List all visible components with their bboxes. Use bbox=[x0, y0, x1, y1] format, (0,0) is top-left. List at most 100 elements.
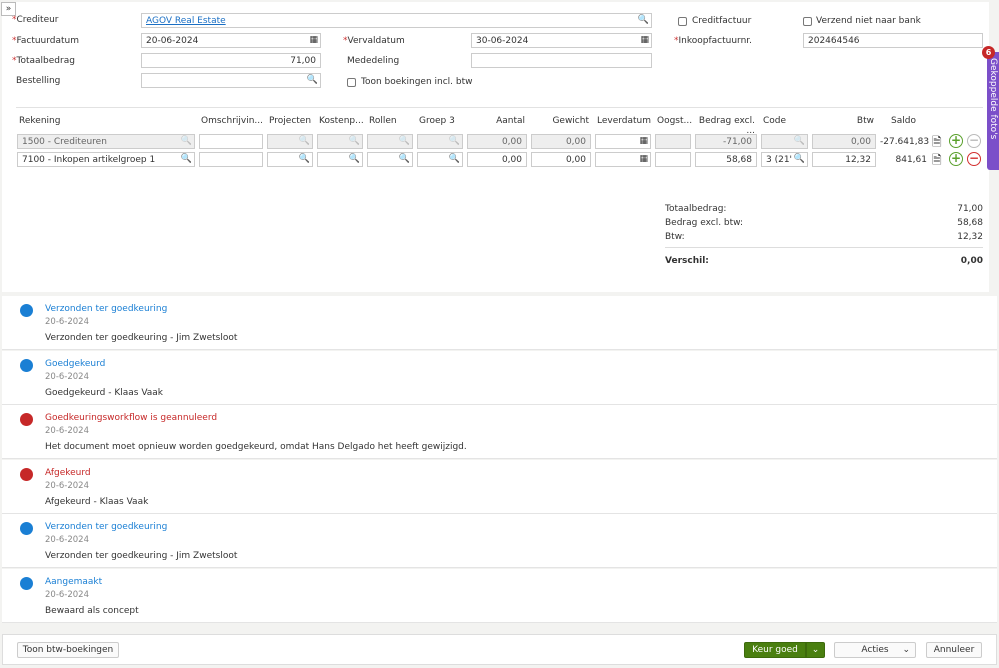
cell-aantal[interactable]: 0,00 bbox=[467, 152, 527, 167]
cell-value: -71,00 bbox=[722, 137, 752, 147]
column-header[interactable]: Gewicht bbox=[552, 116, 589, 126]
lookup-icon[interactable]: 🔍 bbox=[448, 136, 460, 146]
lookup-icon[interactable]: 🔍 bbox=[398, 154, 410, 164]
annuleer-button[interactable]: Annuleer bbox=[926, 642, 982, 658]
acties-button[interactable]: Acties ⌄ bbox=[834, 642, 916, 658]
lookup-icon[interactable]: 🔍 bbox=[180, 154, 192, 164]
column-header[interactable]: Omschrijvin... bbox=[201, 116, 264, 126]
crediteur-link[interactable]: AGOV Real Estate bbox=[146, 16, 226, 26]
lookup-icon[interactable]: 🔍 bbox=[180, 136, 192, 146]
column-header[interactable]: Aantal bbox=[496, 116, 525, 126]
lookup-icon[interactable]: 🔍 bbox=[348, 136, 360, 146]
cell-groep-3[interactable]: 🔍 bbox=[417, 134, 463, 149]
cell-rekening[interactable]: 7100 - Inkopen artikelgroep 1 🔍 bbox=[17, 152, 195, 167]
cell-aantal[interactable]: 0,00 bbox=[467, 134, 527, 149]
column-header[interactable]: Leverdatum bbox=[597, 116, 652, 126]
column-header[interactable]: Kostenp... bbox=[319, 116, 364, 126]
verzend-label: Verzend niet naar bank bbox=[816, 16, 921, 26]
lookup-icon[interactable]: 🔍 bbox=[306, 75, 318, 85]
timeline-date: 20-6-2024 bbox=[45, 535, 89, 545]
verschil-label: Verschil: bbox=[665, 256, 709, 266]
cell-rollen[interactable]: 🔍 bbox=[367, 134, 413, 149]
cell-oogst-[interactable] bbox=[655, 134, 691, 149]
lookup-icon[interactable]: 🔍 bbox=[448, 154, 460, 164]
timeline-title[interactable]: Verzonden ter goedkeuring bbox=[45, 522, 168, 532]
timeline-title[interactable]: Verzonden ter goedkeuring bbox=[45, 304, 168, 314]
lookup-icon[interactable]: 🔍 bbox=[793, 154, 805, 164]
add-row-icon[interactable]: + bbox=[949, 133, 963, 148]
document-icon[interactable]: 🗎 bbox=[932, 135, 942, 149]
cell-projecten[interactable]: 🔍 bbox=[267, 152, 313, 167]
column-header[interactable]: Oogst... bbox=[657, 116, 693, 126]
calendar-icon[interactable]: ▦ bbox=[640, 35, 649, 45]
crediteur-field[interactable]: AGOV Real Estate 🔍 bbox=[141, 13, 652, 28]
lookup-icon[interactable]: 🔍 bbox=[298, 136, 310, 146]
cell-rollen[interactable]: 🔍 bbox=[367, 152, 413, 167]
inkoopfactuurnr-field[interactable]: 202464546 bbox=[803, 33, 983, 48]
cell-oogst-[interactable] bbox=[655, 152, 691, 167]
column-header[interactable]: Bedrag excl. ... bbox=[698, 116, 755, 136]
cell-leverdatum[interactable]: ▦ bbox=[595, 152, 651, 167]
cell-groep-3[interactable]: 🔍 bbox=[417, 152, 463, 167]
column-header[interactable]: Saldo bbox=[891, 116, 916, 126]
mededeling-field[interactable] bbox=[471, 53, 652, 68]
cell-rekening[interactable]: 1500 - Crediteuren 🔍 bbox=[17, 134, 195, 149]
column-header[interactable]: Code bbox=[763, 116, 787, 126]
cell-omschrijvin-[interactable] bbox=[199, 134, 263, 149]
status-dot-icon bbox=[20, 358, 33, 372]
lookup-icon[interactable]: 🔍 bbox=[298, 154, 310, 164]
column-header[interactable]: Groep 3 bbox=[419, 116, 455, 126]
toon-incl-btw-checkbox[interactable] bbox=[347, 78, 356, 87]
bestelling-label: Bestelling bbox=[16, 76, 61, 86]
cell-bedrag-excl-[interactable]: -71,00 bbox=[695, 134, 757, 149]
cell-omschrijvin-[interactable] bbox=[199, 152, 263, 167]
totaalbedrag-field[interactable]: 71,00 bbox=[141, 53, 321, 68]
cell-gewicht[interactable]: 0,00 bbox=[531, 152, 591, 167]
timeline-title[interactable]: Afgekeurd bbox=[45, 467, 91, 478]
lookup-icon[interactable]: 🔍 bbox=[398, 136, 410, 146]
cell-projecten[interactable]: 🔍 bbox=[267, 134, 313, 149]
cell-kostenp-[interactable]: 🔍 bbox=[317, 152, 363, 167]
cell-leverdatum[interactable]: ▦ bbox=[595, 134, 651, 149]
cell-code[interactable]: 3 (21' 🔍 bbox=[761, 152, 808, 167]
cell-code[interactable]: 🔍 bbox=[761, 134, 808, 149]
lookup-icon[interactable]: 🔍 bbox=[793, 136, 805, 146]
cell-btw[interactable]: 0,00 bbox=[812, 134, 876, 149]
timeline-title[interactable]: Goedkeuringsworkflow is geannuleerd bbox=[45, 413, 218, 423]
lookup-icon[interactable]: 🔍 bbox=[348, 154, 360, 164]
timeline-date: 20-6-2024 bbox=[45, 317, 89, 327]
saldo-value: -27.641,83 bbox=[880, 137, 930, 147]
timeline-title[interactable]: Goedgekeurd bbox=[45, 358, 106, 369]
column-header[interactable]: Rekening bbox=[19, 116, 61, 126]
verzend-checkbox[interactable] bbox=[803, 17, 812, 26]
calendar-icon[interactable]: ▦ bbox=[639, 136, 648, 146]
timeline-item: Verzonden ter goedkeuring 20-6-2024 Verz… bbox=[2, 296, 997, 350]
calendar-icon[interactable]: ▦ bbox=[639, 154, 648, 164]
column-header[interactable]: Projecten bbox=[269, 116, 312, 126]
cell-value: 58,68 bbox=[726, 155, 752, 165]
column-header[interactable]: Btw bbox=[856, 116, 874, 126]
lookup-icon[interactable]: 🔍 bbox=[637, 15, 649, 25]
timeline-text: Verzonden ter goedkeuring - Jim Zwetsloo… bbox=[45, 551, 238, 561]
document-icon[interactable]: 🗎 bbox=[932, 153, 942, 167]
keur-goed-dropdown-button[interactable]: ⌄ bbox=[806, 642, 825, 658]
add-row-icon[interactable]: + bbox=[949, 151, 963, 166]
gekoppelde-fotos-tab[interactable]: Gekoppelde foto's bbox=[987, 52, 999, 170]
vervaldatum-field[interactable]: 30-06-2024 ▦ bbox=[471, 33, 652, 48]
remove-row-icon[interactable]: − bbox=[967, 151, 981, 166]
cell-gewicht[interactable]: 0,00 bbox=[531, 134, 591, 149]
creditfactuur-checkbox[interactable] bbox=[678, 17, 687, 26]
column-header[interactable]: Rollen bbox=[369, 116, 397, 126]
toon-btw-boekingen-button[interactable]: Toon btw-boekingen bbox=[17, 642, 119, 658]
excl-label: Bedrag excl. btw: bbox=[665, 218, 744, 228]
calendar-icon[interactable]: ▦ bbox=[309, 35, 318, 45]
cell-kostenp-[interactable]: 🔍 bbox=[317, 134, 363, 149]
timeline-item: Goedgekeurd 20-6-2024 Goedgekeurd - Klaa… bbox=[2, 350, 997, 405]
cell-bedrag-excl-[interactable]: 58,68 bbox=[695, 152, 757, 167]
factuurdatum-field[interactable]: 20-06-2024 ▦ bbox=[141, 33, 321, 48]
cell-btw[interactable]: 12,32 bbox=[812, 152, 876, 167]
keur-goed-button[interactable]: Keur goed bbox=[744, 642, 806, 658]
timeline-title[interactable]: Aangemaakt bbox=[45, 576, 103, 587]
bestelling-field[interactable]: 🔍 bbox=[141, 73, 321, 88]
expand-icon[interactable]: » bbox=[1, 2, 16, 16]
